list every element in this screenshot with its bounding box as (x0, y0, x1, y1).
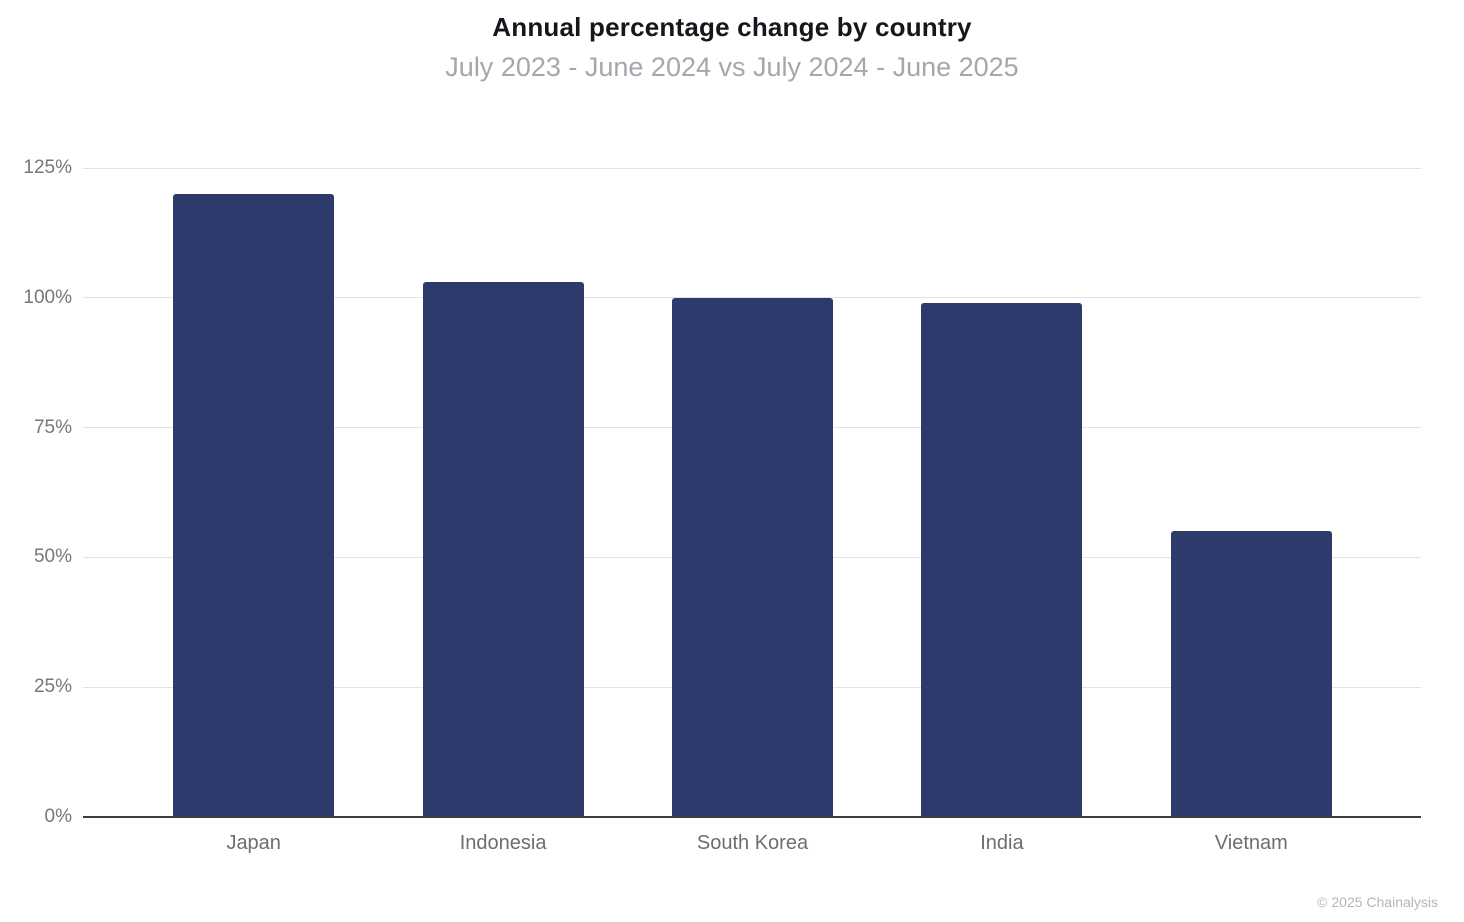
x-axis-category-label: South Korea (696, 832, 809, 854)
x-axis-category-label: India (980, 832, 1024, 854)
bar-india (921, 302, 1083, 817)
bar-south-korea (672, 297, 833, 817)
x-axis-category-label: Vietnam (1214, 832, 1288, 854)
y-axis-tick-label: 25% (33, 676, 72, 698)
chart-title: Annual percentage change by country (492, 12, 972, 42)
gridline-125 (83, 167, 1421, 169)
y-axis-tick-label: 0% (44, 806, 72, 827)
y-axis-tick-label: 125% (23, 157, 72, 178)
bar-vietnam (1170, 531, 1332, 817)
copyright-attribution: © 2025 Chainalysis (1317, 894, 1438, 910)
chart-subtitle: July 2023 - June 2024 vs July 2024 - Jun… (445, 52, 1019, 82)
bar-japan (173, 193, 335, 817)
x-axis-category-label: Japan (226, 832, 281, 854)
y-axis-tick-label: 75% (33, 416, 72, 438)
y-axis-tick-label: 100% (23, 286, 72, 308)
x-axis-category-label: Indonesia (459, 832, 547, 854)
x-axis-line (83, 816, 1421, 818)
bar-indonesia (422, 282, 584, 817)
y-axis-tick-label: 50% (33, 546, 72, 568)
